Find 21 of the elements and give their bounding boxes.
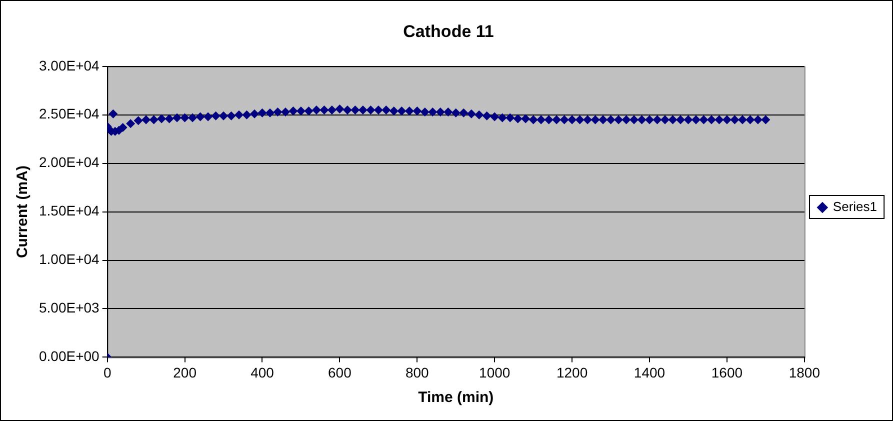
y-tick-label: 5.00E+03 [38,300,100,316]
y-tick-label: 1.50E+04 [38,202,100,219]
y-tick-label: 1.00E+04 [38,251,100,268]
y-tick-label: 2.50E+04 [38,106,100,122]
chart-title: Cathode 11 [403,22,494,41]
x-tick-label: 1600 [711,364,743,380]
x-tick-label: 0 [103,364,112,380]
x-tick-label: 800 [405,364,430,380]
x-tick-label: 1800 [788,364,820,380]
y-tick-label: 2.00E+04 [38,154,100,170]
y-tick-label: 0.00E+00 [38,348,100,364]
legend-label: Series1 [832,199,877,214]
y-axis-title: Current (mA) [14,166,32,258]
x-tick-label: 1000 [479,364,510,380]
x-tick-label: 200 [173,364,197,380]
x-tick-label: 1200 [556,364,588,380]
x-tick-label: 600 [328,364,352,380]
x-tick-label: 1400 [634,364,666,380]
y-tick-label: 3.00E+04 [38,57,100,74]
x-tick-label: 400 [250,364,274,380]
x-axis-title: Time (min) [418,389,494,406]
